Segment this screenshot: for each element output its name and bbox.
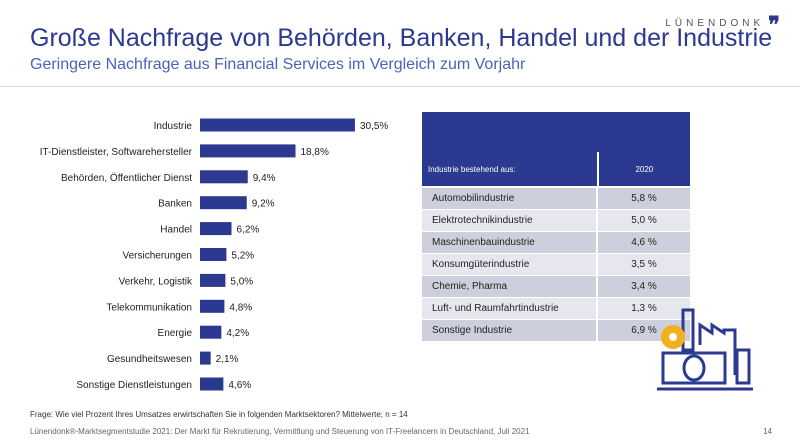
- bar: [200, 196, 247, 210]
- bar: [200, 222, 232, 236]
- category-label: Sonstige Dienstleistungen: [76, 380, 192, 391]
- bar: [200, 118, 355, 132]
- category-label: Versicherungen: [123, 251, 193, 262]
- logo: LÜNENDONK ❞: [665, 6, 780, 37]
- table-header: Industrie bestehend aus: 2020: [422, 152, 690, 186]
- value-label: 9,2%: [252, 199, 275, 210]
- value-label: 30,5%: [360, 121, 388, 132]
- table-row: Konsumgüterindustrie 3,5 %: [422, 254, 690, 275]
- page-title: Große Nachfrage von Behörden, Banken, Ha…: [30, 24, 773, 52]
- industry-table: Industrie bestehend aus: 2020 Automobili…: [422, 112, 690, 342]
- bar: [200, 273, 226, 287]
- logo-text: LÜNENDONK: [665, 18, 765, 29]
- row-value: 1,3 %: [598, 298, 690, 319]
- table-row: Elektrotechnikindustrie 5,0 %: [422, 210, 690, 231]
- bar: [200, 377, 224, 391]
- category-label: Verkehr, Logistik: [119, 276, 193, 287]
- table-row: Luft- und Raumfahrtindustrie 1,3 %: [422, 298, 690, 319]
- row-value: 4,6 %: [598, 232, 690, 253]
- row-label: Elektrotechnikindustrie: [422, 210, 596, 231]
- header-year: 2020: [596, 152, 690, 186]
- category-label: Gesundheitswesen: [107, 354, 192, 365]
- value-label: 4,2%: [226, 328, 249, 339]
- value-label: 5,0%: [230, 276, 253, 287]
- row-label: Sonstige Industrie: [422, 320, 596, 341]
- page-number: 14: [763, 427, 772, 436]
- value-label: 4,6%: [228, 380, 251, 391]
- page-subtitle: Geringere Nachfrage aus Financial Servic…: [30, 56, 526, 73]
- row-value: 3,4 %: [598, 276, 690, 297]
- bar: [200, 144, 296, 158]
- row-label: Luft- und Raumfahrtindustrie: [422, 298, 596, 319]
- value-label: 4,8%: [229, 302, 252, 313]
- category-label: Telekommunikation: [106, 302, 192, 313]
- bar: [200, 325, 222, 339]
- row-value: 5,0 %: [598, 210, 690, 231]
- row-value: 5,8 %: [598, 188, 690, 209]
- row-label: Maschinenbauindustrie: [422, 232, 596, 253]
- divider: [0, 86, 800, 87]
- category-label: Handel: [160, 225, 192, 236]
- value-label: 5,2%: [231, 251, 254, 262]
- category-label: Energie: [158, 328, 193, 339]
- header-category: Industrie bestehend aus:: [428, 164, 516, 174]
- quote-mark-icon: ❞: [768, 12, 780, 37]
- value-label: 9,4%: [253, 173, 276, 184]
- category-label: Industrie: [154, 121, 193, 132]
- category-label: Behörden, Öffentlicher Dienst: [61, 172, 192, 184]
- footnote-source: Lünendonk®-Marktsegmentstudie 2021: Der …: [30, 427, 530, 436]
- table-row: Sonstige Industrie 6,9 %: [422, 320, 690, 341]
- category-label: IT-Dienstleister, Softwarehersteller: [40, 147, 193, 158]
- value-label: 2,1%: [216, 354, 239, 365]
- factory-money-gear-icon: [657, 308, 753, 391]
- row-value: 3,5 %: [598, 254, 690, 275]
- row-label: Automobilindustrie: [422, 188, 596, 209]
- footnote-question: Frage: Wie viel Prozent Ihres Umsatzes e…: [30, 410, 408, 419]
- bar: [200, 170, 248, 184]
- category-label: Banken: [158, 199, 192, 210]
- value-label: 18,8%: [301, 147, 329, 158]
- table-row: Maschinenbauindustrie 4,6 %: [422, 232, 690, 253]
- row-label: Chemie, Pharma: [422, 276, 596, 297]
- row-label: Konsumgüterindustrie: [422, 254, 596, 275]
- bar: [200, 351, 211, 365]
- table-row: Automobilindustrie 5,8 %: [422, 188, 690, 209]
- table-row: Chemie, Pharma 3,4 %: [422, 276, 690, 297]
- bar-chart: Industrie 30,5% IT-Dienstleister, Software…: [40, 118, 388, 391]
- bar: [200, 248, 227, 261]
- bar: [200, 299, 225, 313]
- value-label: 6,2%: [236, 225, 259, 236]
